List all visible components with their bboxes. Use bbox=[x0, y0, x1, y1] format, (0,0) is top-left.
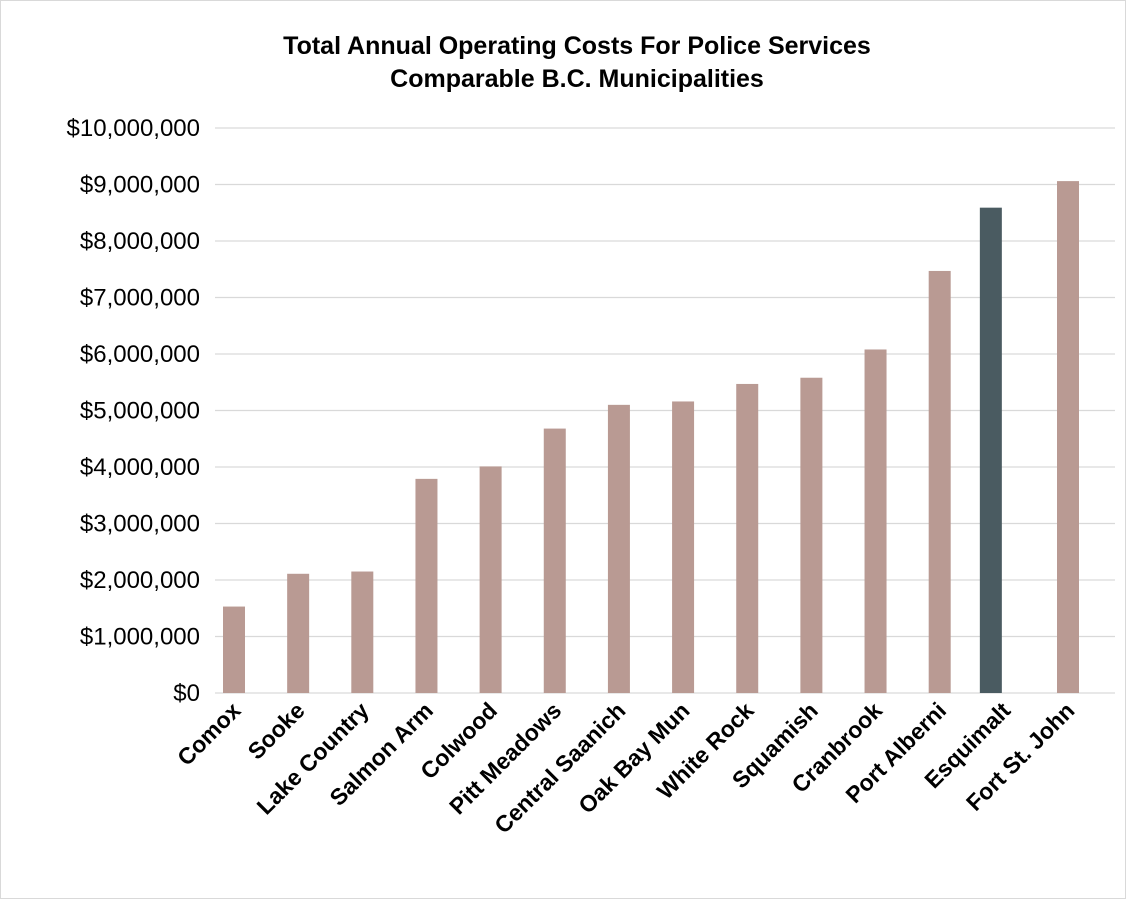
y-tick-label: $2,000,000 bbox=[80, 567, 200, 594]
bars bbox=[223, 181, 1079, 694]
bar-white-rock bbox=[736, 383, 759, 693]
bar-port-alberni bbox=[928, 270, 951, 693]
y-axis-tick-labels: $0 $1,000,000 $2,000,000 $3,000,000 $4,000,0… bbox=[67, 115, 200, 707]
chart-title: Total Annual Operating Costs For Police … bbox=[283, 32, 871, 60]
bar-fort-st-john bbox=[1057, 181, 1079, 694]
y-tick-label: $7,000,000 bbox=[80, 285, 200, 312]
bar-central-saanich bbox=[607, 404, 630, 693]
y-tick-label: $9,000,000 bbox=[80, 172, 200, 199]
x-tick-label: Pitt Meadows bbox=[444, 697, 566, 819]
x-tick-label: Oak Bay Mun bbox=[573, 697, 694, 818]
y-tick-label: $8,000,000 bbox=[80, 228, 200, 255]
bar-sooke bbox=[287, 573, 310, 693]
bar-esquimalt bbox=[979, 207, 1002, 694]
y-tick-label: $6,000,000 bbox=[80, 341, 200, 368]
bar-colwood bbox=[479, 466, 502, 693]
y-tick-label: $3,000,000 bbox=[80, 511, 200, 538]
bar-comox bbox=[223, 606, 245, 693]
bar-cranbrook bbox=[864, 349, 887, 693]
y-tick-label: $1,000,000 bbox=[80, 624, 200, 651]
bar-squamish bbox=[800, 377, 823, 693]
bar-salmon-arm bbox=[415, 478, 438, 693]
x-tick-label: Comox bbox=[172, 697, 246, 771]
y-tick-label: $5,000,000 bbox=[80, 398, 200, 425]
x-tick-label: Lake Country bbox=[252, 697, 374, 819]
y-tick-label: $10,000,000 bbox=[67, 115, 200, 142]
bar-pitt-meadows bbox=[543, 428, 566, 693]
y-tick-label: $0 bbox=[173, 680, 200, 707]
bar-oak-bay-mun bbox=[672, 401, 695, 693]
bar-lake-country bbox=[351, 571, 374, 693]
y-tick-label: $4,000,000 bbox=[80, 454, 200, 481]
chart-subtitle: Comparable B.C. Municipalities bbox=[390, 65, 764, 93]
